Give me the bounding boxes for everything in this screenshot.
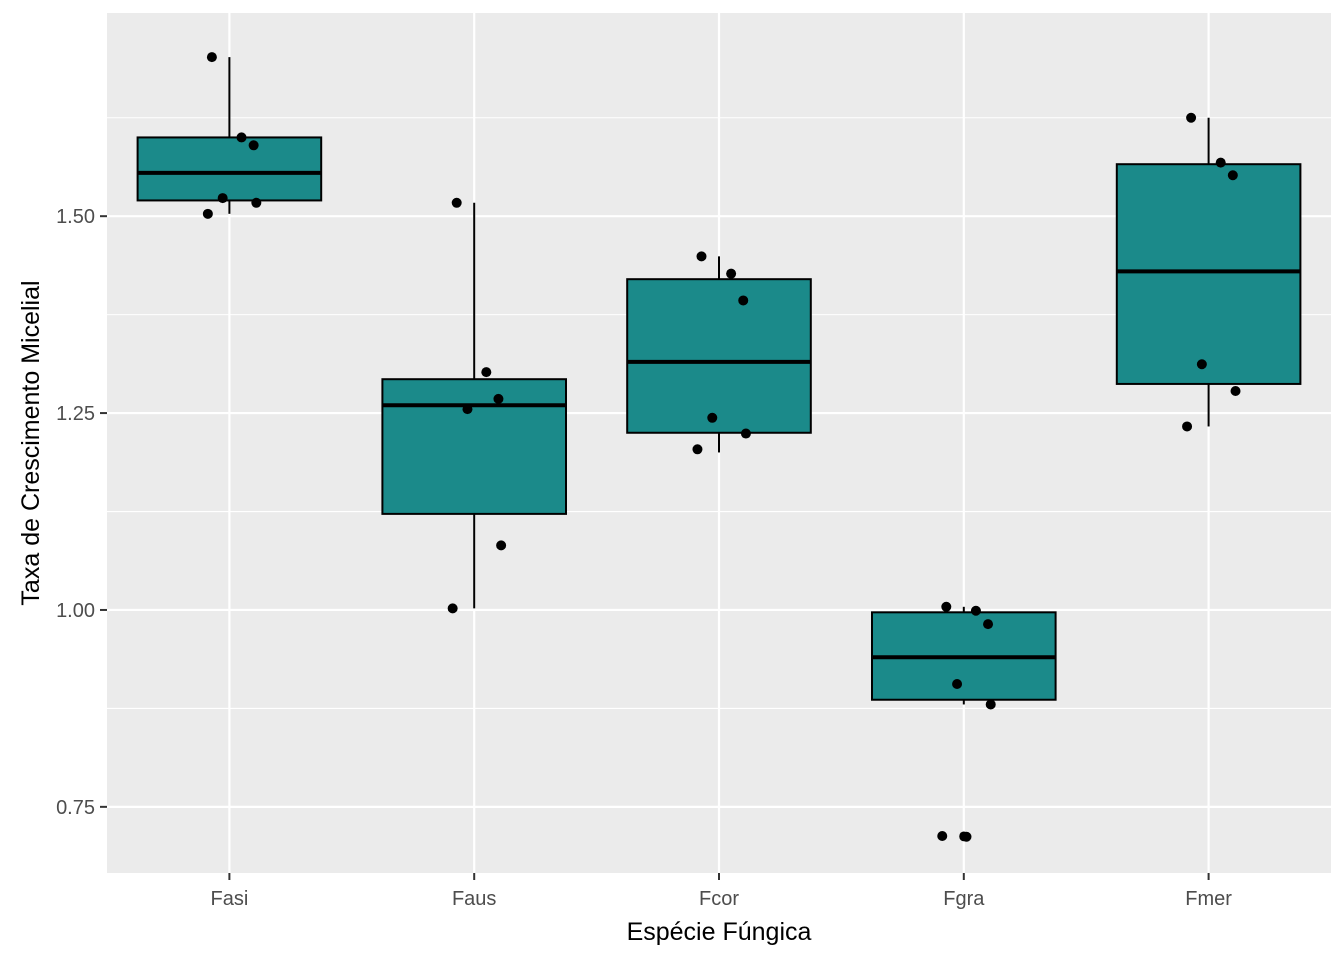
data-point — [217, 193, 228, 204]
data-point — [236, 132, 247, 143]
data-point — [481, 367, 492, 378]
data-point — [1182, 421, 1193, 432]
data-point — [202, 208, 213, 219]
data-point — [1186, 112, 1197, 123]
x-axis-title: Espécie Fúngica — [627, 918, 812, 946]
data-point — [248, 140, 259, 151]
x-tick-label-faus: Faus — [452, 888, 496, 910]
data-point — [1196, 359, 1207, 370]
data-point — [985, 699, 996, 710]
y-tick-label: 0.75 — [56, 797, 95, 819]
box-iqr — [381, 378, 567, 515]
y-axis-title: Taxa de Crescimento Micelial — [17, 280, 45, 605]
box-fasi — [136, 57, 323, 214]
data-point — [738, 295, 749, 306]
box-faus — [381, 202, 567, 609]
x-tick-label-fgra: Fgra — [943, 888, 985, 910]
data-point — [493, 393, 504, 404]
data-point — [692, 444, 703, 455]
y-tick-label: 1.50 — [56, 206, 95, 228]
data-point — [970, 605, 981, 616]
data-point — [740, 428, 751, 439]
data-point — [451, 197, 462, 208]
x-tick-label-fmer: Fmer — [1185, 888, 1232, 910]
data-point — [696, 251, 707, 262]
box-iqr — [1115, 163, 1302, 385]
box-fcor — [626, 256, 812, 453]
boxes — [136, 57, 1302, 842]
data-point — [952, 678, 963, 689]
x-tick-label-fasi: Fasi — [211, 888, 249, 910]
y-tick-label: 1.25 — [56, 403, 95, 425]
box-fmer — [1115, 117, 1302, 427]
data-point — [251, 197, 262, 208]
data-point — [983, 619, 994, 630]
x-tick-label-fcor: Fcor — [699, 888, 739, 910]
data-point — [1215, 157, 1226, 168]
data-point — [961, 831, 972, 842]
data-point — [1230, 386, 1241, 397]
box-fgra — [871, 606, 1057, 842]
data-point — [206, 52, 217, 63]
data-point — [1227, 170, 1238, 181]
data-point — [937, 830, 948, 841]
data-point — [496, 540, 507, 551]
axes: 0.75 1.00 1.25 1.50 Fasi Faus Fcor Fgra Fmer — [56, 206, 1232, 910]
box-iqr — [626, 278, 812, 434]
data-point — [726, 268, 737, 279]
box-iqr — [136, 136, 323, 202]
data-point — [462, 404, 473, 415]
data-point — [941, 601, 952, 612]
data-points — [202, 52, 1241, 842]
y-tick-label: 1.00 — [56, 600, 95, 622]
data-point — [447, 603, 458, 614]
data-point — [707, 412, 718, 423]
